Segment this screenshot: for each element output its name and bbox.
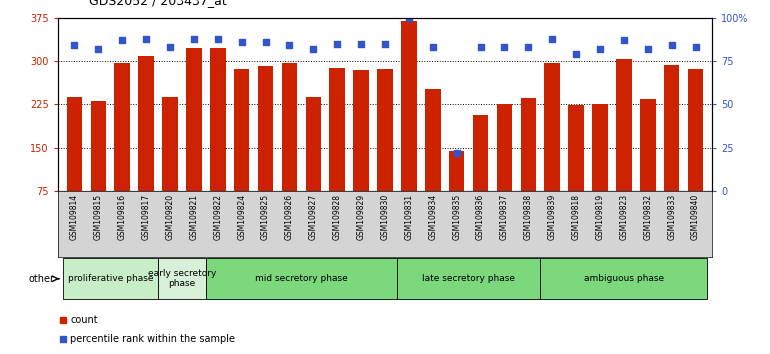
Bar (449, 151, 464, 235)
Text: early secretory
phase: early secretory phase (148, 269, 216, 289)
Text: other: other (28, 274, 54, 284)
Bar (234, 69, 249, 235)
Text: percentile rank within the sample: percentile rank within the sample (70, 334, 236, 344)
Bar (330, 68, 345, 235)
Bar (62, 258, 158, 299)
Bar (544, 63, 560, 235)
Text: GSM109829: GSM109829 (357, 194, 366, 240)
Text: GSM109818: GSM109818 (571, 194, 581, 240)
Text: proliferative phase: proliferative phase (68, 274, 153, 283)
Point (236, 39, 248, 45)
Point (307, 46, 320, 52)
Text: GSM109814: GSM109814 (70, 194, 79, 240)
Text: GSM109833: GSM109833 (667, 194, 676, 240)
Text: GSM109838: GSM109838 (524, 194, 533, 240)
Text: GSM109819: GSM109819 (595, 194, 604, 240)
Text: GSM109815: GSM109815 (94, 194, 103, 240)
Text: GSM109816: GSM109816 (118, 194, 127, 240)
Bar (186, 48, 202, 235)
Point (57, 336, 69, 342)
Point (570, 51, 582, 57)
Point (331, 41, 343, 46)
Bar (306, 97, 321, 235)
Point (427, 44, 439, 50)
Point (140, 36, 152, 41)
Bar (210, 48, 226, 235)
Bar (139, 56, 154, 235)
Text: GSM109840: GSM109840 (691, 194, 700, 240)
Bar (158, 258, 206, 299)
Bar (541, 258, 708, 299)
Point (665, 42, 678, 48)
Text: GSM109835: GSM109835 (452, 194, 461, 240)
Bar (115, 63, 130, 235)
Point (116, 38, 129, 43)
Point (618, 38, 630, 43)
Text: GSM109827: GSM109827 (309, 194, 318, 240)
Point (69, 42, 81, 48)
Text: GSM109839: GSM109839 (547, 194, 557, 240)
Text: mid secretory phase: mid secretory phase (255, 274, 348, 283)
Text: GSM109831: GSM109831 (404, 194, 413, 240)
Bar (521, 98, 536, 235)
Text: GSM109824: GSM109824 (237, 194, 246, 240)
Point (212, 36, 224, 41)
Bar (664, 65, 679, 235)
Point (689, 44, 701, 50)
Text: ambiguous phase: ambiguous phase (584, 274, 664, 283)
Bar (91, 101, 106, 235)
Bar (282, 63, 297, 235)
Point (164, 44, 176, 50)
Text: GSM109828: GSM109828 (333, 194, 342, 240)
Point (546, 36, 558, 41)
Text: GSM109832: GSM109832 (643, 194, 652, 240)
Text: GSM109822: GSM109822 (213, 194, 223, 240)
Bar (206, 258, 397, 299)
Point (379, 41, 391, 46)
Bar (67, 97, 82, 235)
Bar (258, 66, 273, 235)
Text: GSM109825: GSM109825 (261, 194, 270, 240)
Bar (497, 104, 512, 235)
Point (403, 15, 415, 21)
Bar (473, 115, 488, 235)
Text: GSM109836: GSM109836 (476, 194, 485, 240)
Text: GDS2052 / 203437_at: GDS2052 / 203437_at (89, 0, 226, 7)
Bar (616, 59, 631, 235)
Bar (425, 89, 440, 235)
Bar (377, 69, 393, 235)
Bar (592, 104, 608, 235)
Point (283, 42, 296, 48)
Text: GSM109823: GSM109823 (619, 194, 628, 240)
Point (92, 46, 105, 52)
Point (57, 318, 69, 323)
Bar (397, 258, 541, 299)
Point (355, 41, 367, 46)
Text: GSM109834: GSM109834 (428, 194, 437, 240)
Text: late secretory phase: late secretory phase (422, 274, 515, 283)
Text: GSM109830: GSM109830 (380, 194, 390, 240)
Text: GSM109820: GSM109820 (166, 194, 175, 240)
Text: GSM109837: GSM109837 (500, 194, 509, 240)
Bar (688, 69, 703, 235)
Point (474, 44, 487, 50)
Point (641, 46, 654, 52)
Text: count: count (70, 315, 98, 325)
Text: GSM109826: GSM109826 (285, 194, 294, 240)
Point (498, 44, 511, 50)
Bar (162, 97, 178, 235)
Bar (640, 99, 655, 235)
Point (522, 44, 534, 50)
Text: GSM109821: GSM109821 (189, 194, 199, 240)
Bar (401, 21, 417, 235)
Point (259, 39, 272, 45)
Point (594, 46, 606, 52)
Bar (353, 70, 369, 235)
Text: GSM109817: GSM109817 (142, 194, 151, 240)
Bar (568, 105, 584, 235)
Point (188, 36, 200, 41)
Point (450, 150, 463, 156)
